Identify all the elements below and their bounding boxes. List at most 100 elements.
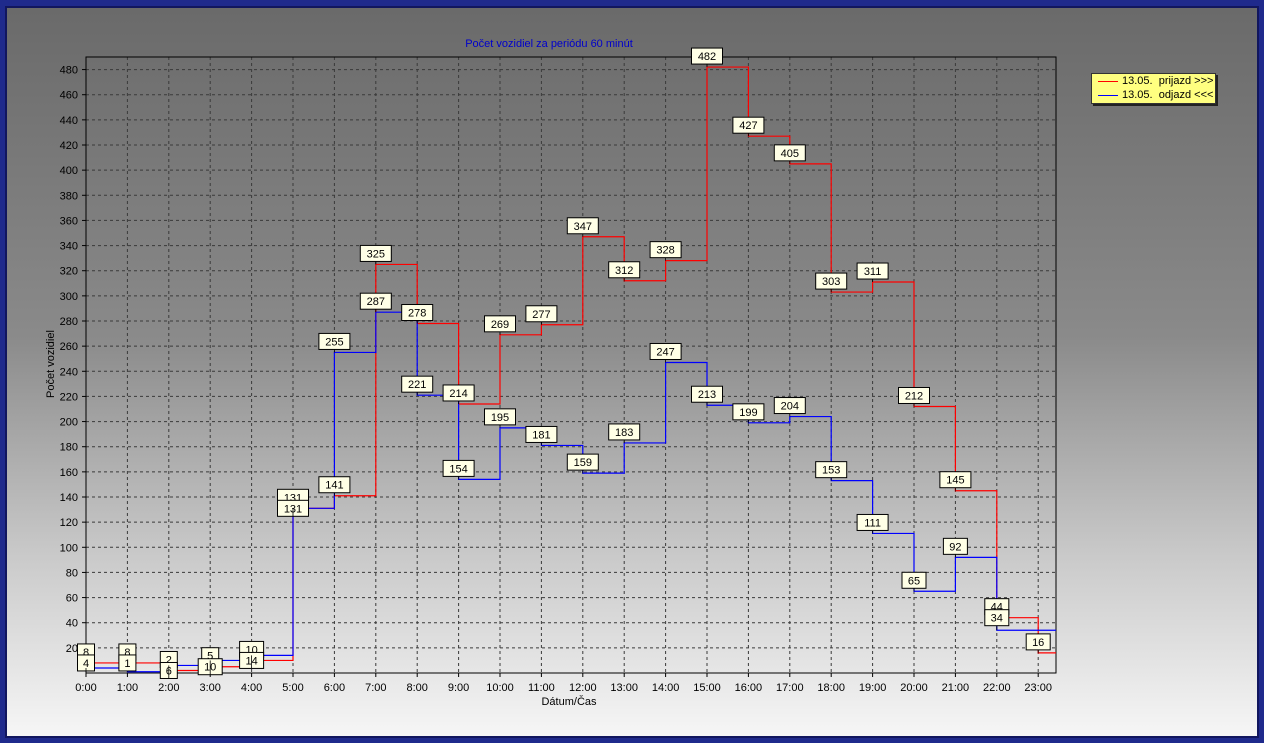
x-tick-labels: 0:00 1:00 2:00 3:00 4:00 5:00 6:00 7:00 8:00 9:00… bbox=[75, 682, 1052, 694]
data-label: 427 bbox=[732, 116, 765, 137]
data-label-text: 303 bbox=[822, 276, 840, 288]
y-tick-label: 100 bbox=[60, 542, 78, 554]
data-label-text: 10 bbox=[204, 662, 216, 674]
data-label-text: 312 bbox=[615, 265, 633, 277]
data-label-text: 183 bbox=[615, 427, 633, 439]
legend-label: 13.05. prijazd >>> bbox=[1122, 75, 1214, 87]
data-label-text: 482 bbox=[698, 51, 716, 63]
data-label: 311 bbox=[856, 262, 889, 283]
data-label: 255 bbox=[318, 332, 351, 353]
data-label-text: 277 bbox=[532, 309, 550, 321]
x-tick-label: 12:00 bbox=[569, 682, 597, 694]
data-label: 204 bbox=[773, 397, 806, 417]
x-tick-label: 9:00 bbox=[448, 682, 469, 694]
data-label: 145 bbox=[939, 471, 972, 491]
legend-item-odjazd: 13.05. odjazd <<< bbox=[1092, 88, 1215, 102]
data-label: 328 bbox=[649, 241, 682, 261]
x-tick-label: 19:00 bbox=[859, 682, 887, 694]
data-label-text: 325 bbox=[367, 248, 385, 260]
data-label-text: 111 bbox=[864, 517, 881, 529]
legend-label: 13.05. odjazd <<< bbox=[1122, 89, 1214, 101]
data-label-text: 328 bbox=[656, 245, 674, 257]
x-tick-label: 7:00 bbox=[365, 682, 386, 694]
data-label-text: 311 bbox=[864, 266, 882, 278]
y-tick-label: 260 bbox=[60, 341, 78, 353]
data-label: 111 bbox=[856, 513, 889, 534]
data-label: 247 bbox=[649, 342, 682, 363]
data-label-text: 427 bbox=[739, 120, 757, 132]
data-label-text: 16 bbox=[1032, 637, 1044, 649]
data-label-text: 141 bbox=[325, 480, 343, 492]
data-label: 213 bbox=[691, 385, 723, 406]
data-label: 277 bbox=[525, 305, 558, 325]
x-tick-label: 3:00 bbox=[199, 682, 220, 694]
y-tick-label: 180 bbox=[60, 442, 78, 454]
data-label: 131 bbox=[277, 499, 309, 517]
data-label: 6 bbox=[159, 661, 178, 679]
data-label: 405 bbox=[773, 144, 806, 164]
data-label-text: 131 bbox=[284, 503, 302, 515]
data-label: 65 bbox=[901, 571, 927, 592]
data-label: 482 bbox=[691, 47, 723, 68]
x-tick-label: 6:00 bbox=[324, 682, 345, 694]
data-label-text: 405 bbox=[781, 148, 799, 160]
legend-swatch-blue bbox=[1098, 95, 1118, 96]
y-tick-label: 40 bbox=[66, 618, 78, 630]
y-tick-label: 360 bbox=[60, 215, 78, 227]
y-tick-label: 240 bbox=[60, 366, 78, 378]
y-tick-label: 120 bbox=[60, 517, 78, 529]
x-tick-label: 14:00 bbox=[652, 682, 680, 694]
y-tick-label: 200 bbox=[60, 417, 78, 429]
data-label-text: 213 bbox=[698, 389, 716, 401]
data-label: 34 bbox=[984, 609, 1010, 631]
y-tick-label: 160 bbox=[60, 467, 78, 479]
data-label-text: 204 bbox=[781, 401, 799, 413]
data-label: 212 bbox=[898, 386, 930, 407]
legend-item-prijazd: 13.05. prijazd >>> bbox=[1092, 74, 1215, 88]
x-tick-label: 20:00 bbox=[900, 682, 928, 694]
data-label: 141 bbox=[318, 476, 351, 496]
x-tick-label: 18:00 bbox=[817, 682, 845, 694]
series-line-odjazd bbox=[86, 311, 1056, 673]
y-tick-label: 420 bbox=[60, 140, 78, 152]
data-label: 10 bbox=[197, 658, 223, 676]
x-tick-label: 8:00 bbox=[406, 682, 427, 694]
y-tick-label: 320 bbox=[60, 266, 78, 278]
legend-swatch-red bbox=[1098, 81, 1118, 82]
y-tick-label: 220 bbox=[60, 391, 78, 403]
data-label: 153 bbox=[815, 461, 848, 481]
y-tick-label: 140 bbox=[60, 492, 78, 504]
data-label: 16 bbox=[1025, 633, 1051, 653]
data-label: 181 bbox=[525, 425, 558, 446]
x-tick-label: 2:00 bbox=[158, 682, 179, 694]
axes bbox=[82, 56, 1057, 677]
data-label: 195 bbox=[484, 408, 516, 428]
x-tick-label: 21:00 bbox=[942, 682, 970, 694]
data-label: 199 bbox=[732, 403, 765, 423]
data-label-text: 159 bbox=[574, 457, 592, 469]
data-label-text: 269 bbox=[491, 319, 509, 331]
data-label: 159 bbox=[566, 453, 599, 474]
y-tick-label: 460 bbox=[60, 90, 78, 102]
x-tick-label: 16:00 bbox=[735, 682, 763, 694]
data-label-text: 8 bbox=[83, 647, 89, 659]
data-label-text: 212 bbox=[905, 390, 923, 402]
data-label-text: 247 bbox=[656, 346, 674, 358]
data-label: 154 bbox=[442, 459, 475, 480]
x-tick-label: 10:00 bbox=[486, 682, 514, 694]
chart-title: Počet vozidiel za periódu 60 minút bbox=[465, 38, 633, 50]
data-label: 303 bbox=[815, 272, 848, 293]
data-label: 325 bbox=[359, 244, 392, 265]
y-tick-label: 300 bbox=[60, 291, 78, 303]
x-tick-label: 17:00 bbox=[776, 682, 804, 694]
y-tick-label: 280 bbox=[60, 316, 78, 328]
data-label-text: 92 bbox=[949, 541, 961, 553]
data-label-text: 6 bbox=[166, 665, 172, 677]
data-label-text: 4 bbox=[83, 658, 89, 670]
y-tick-label: 340 bbox=[60, 241, 78, 253]
y-tick-label: 60 bbox=[66, 593, 78, 605]
x-tick-label: 15:00 bbox=[693, 682, 721, 694]
data-labels: 8 82 5101311413252782142692773473123284824… bbox=[77, 47, 1051, 679]
data-label: 278 bbox=[401, 304, 434, 324]
data-label-text: 1 bbox=[124, 658, 130, 670]
